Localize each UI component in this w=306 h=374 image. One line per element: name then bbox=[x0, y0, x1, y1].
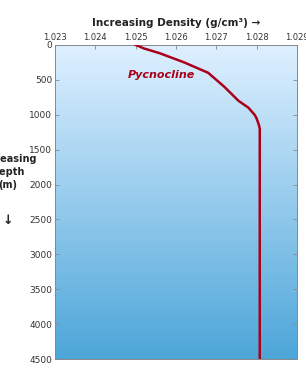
Title: Increasing Density (g/cm³) →: Increasing Density (g/cm³) → bbox=[92, 18, 260, 28]
Text: Pycnocline: Pycnocline bbox=[128, 70, 195, 80]
Text: ↓: ↓ bbox=[2, 214, 13, 227]
Text: Increasing
Depth
(m): Increasing Depth (m) bbox=[0, 154, 36, 190]
